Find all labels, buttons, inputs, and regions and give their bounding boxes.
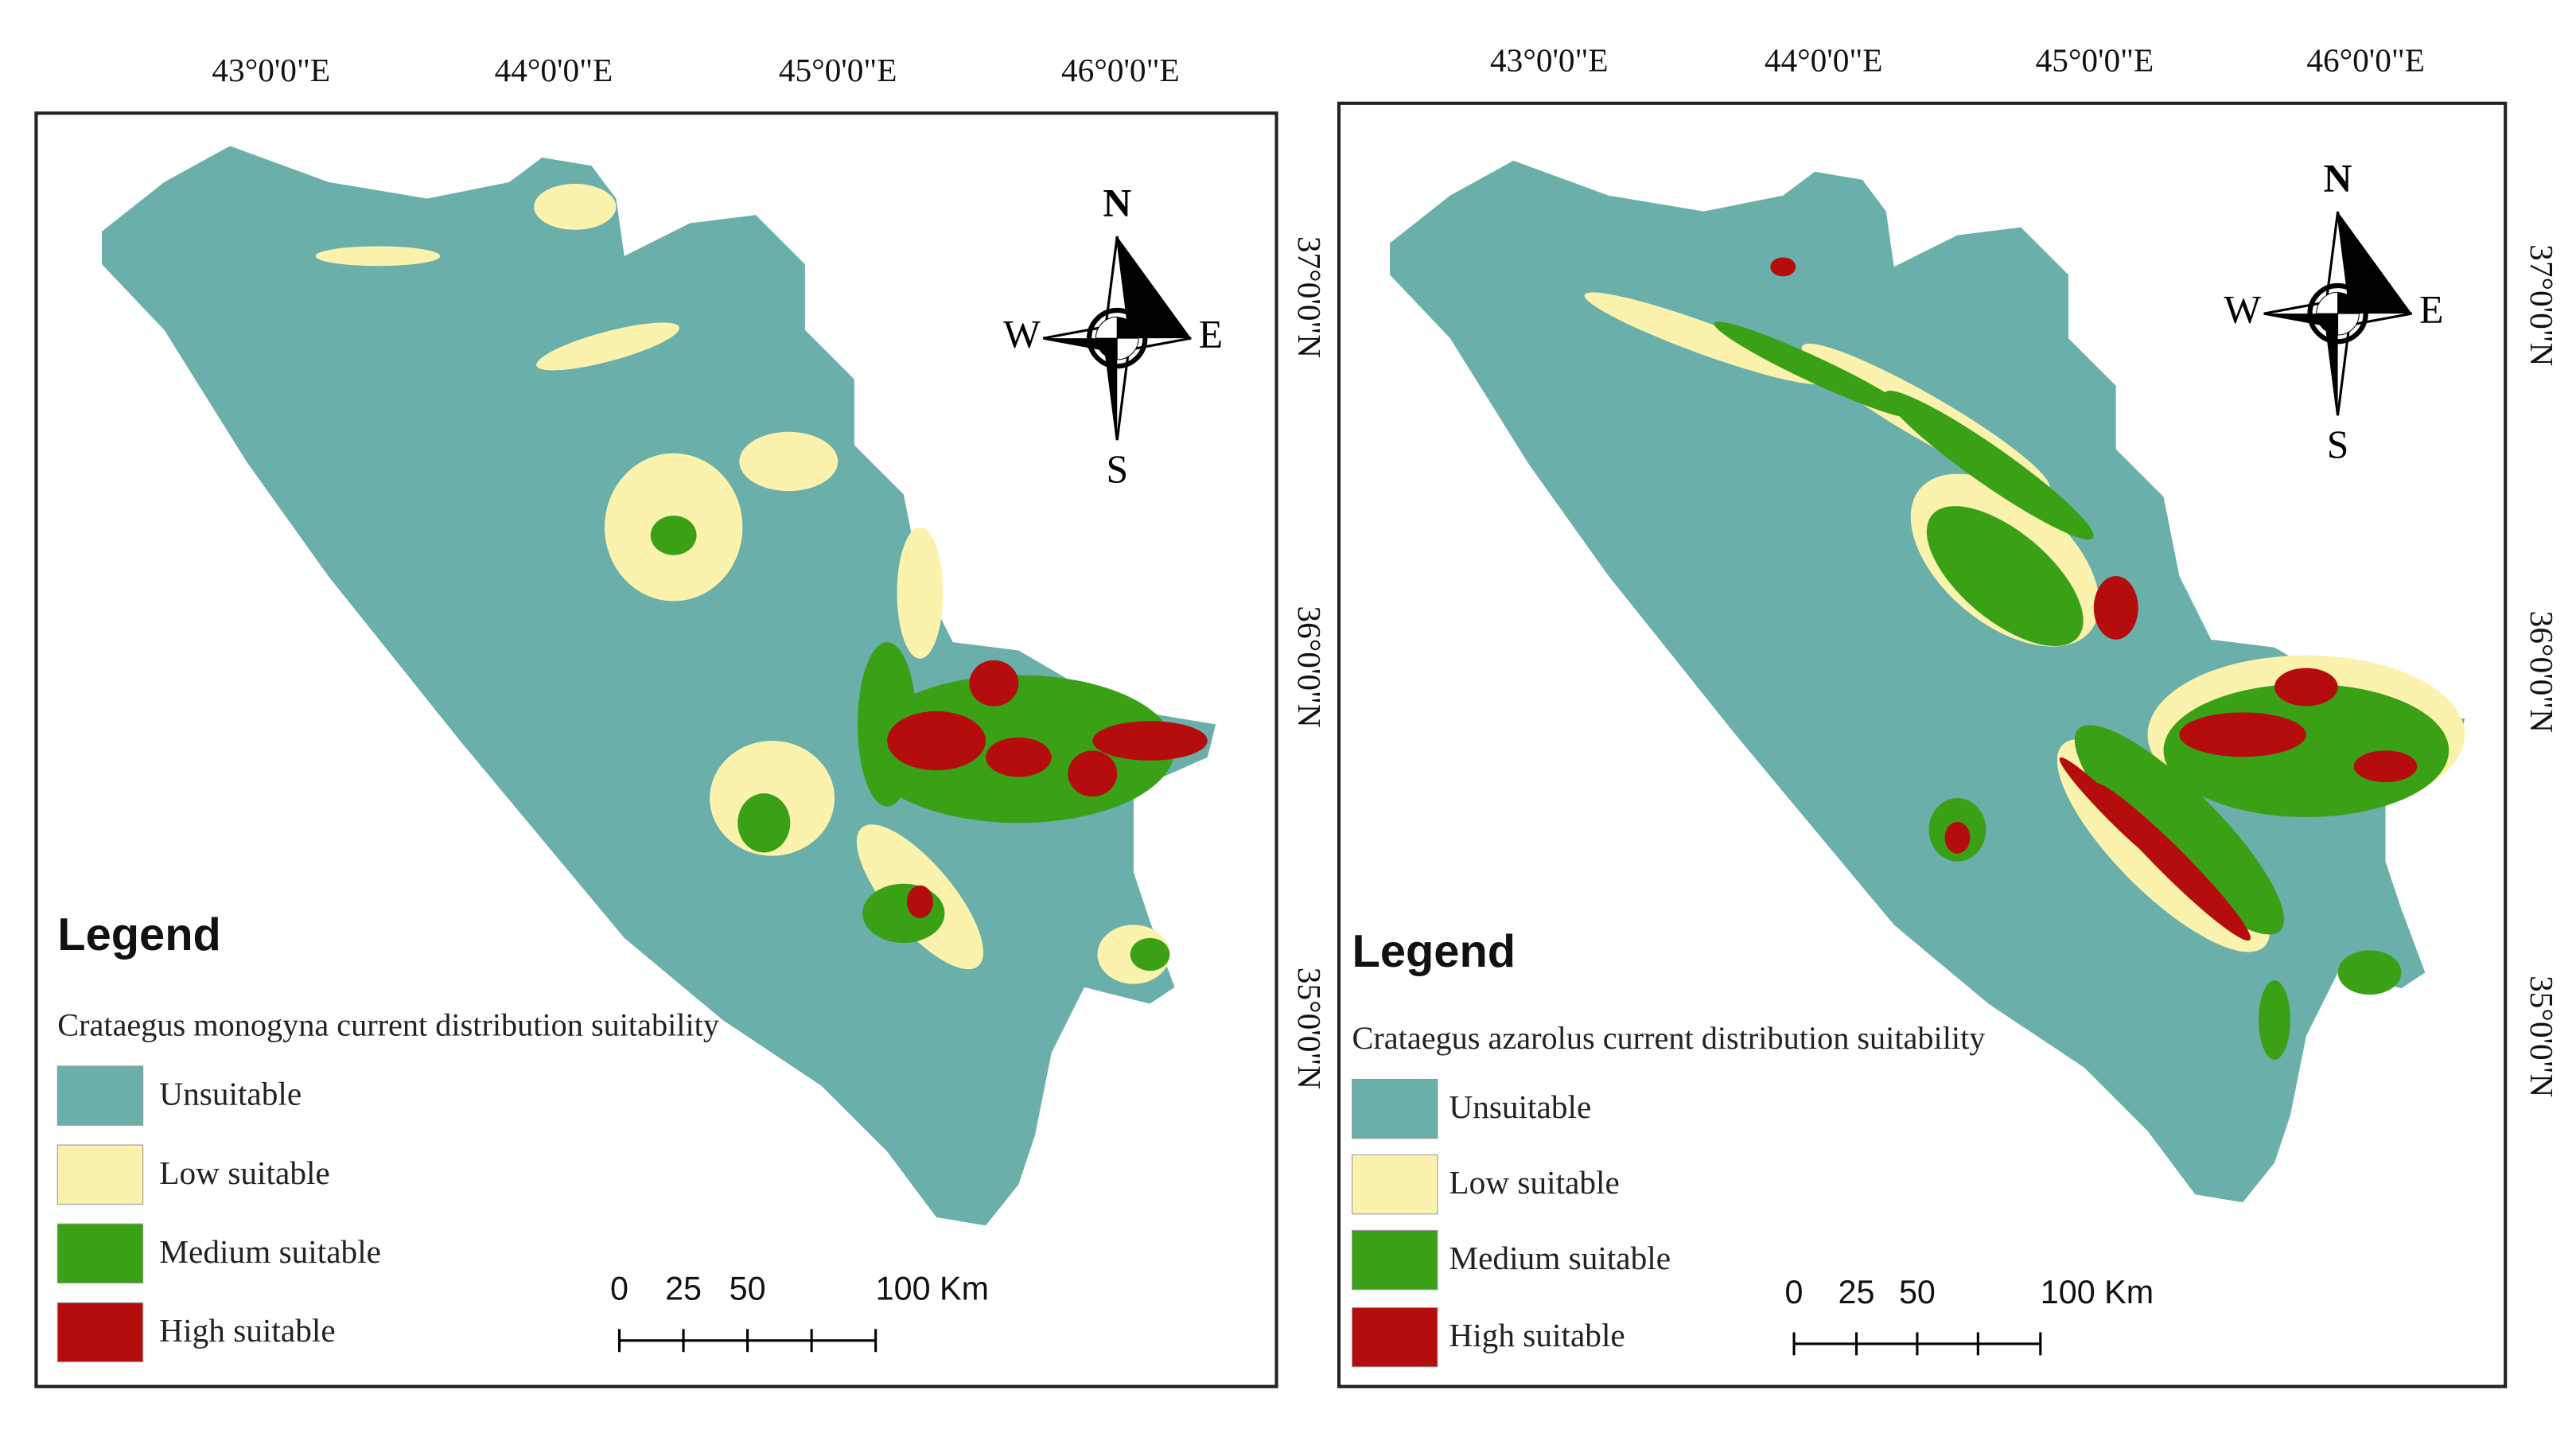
compass-letter: S [2327, 422, 2349, 466]
compass-ring [1087, 307, 1148, 369]
compass-letter: N [2324, 156, 2352, 200]
scale-label: 100 Km [876, 1271, 989, 1307]
scale-label: 50 [1899, 1274, 1936, 1310]
legend-title: Legend [57, 909, 221, 960]
compass-center-light [1095, 316, 1139, 360]
latitude-label: 36°0'0"N [1291, 605, 1328, 727]
longitude-label: 46°0'0"E [2306, 42, 2425, 79]
legend-label: Unsuitable [159, 1076, 302, 1112]
latitude-label: 37°0'0"N [2523, 244, 2560, 366]
compass-letter: W [2224, 288, 2261, 332]
compass-letter: S [1106, 447, 1128, 491]
legend-swatch [56, 1065, 144, 1126]
map-panel: 43°0'0"E 44°0'0"E 45°0'0"E 46°0'0"E 37°0'0"N… [56, 52, 1328, 1363]
legend-swatch [1352, 1306, 1438, 1368]
scale-label: 25 [665, 1271, 702, 1307]
legend-subtitle: Crataegus monogyna current distribution … [57, 1007, 719, 1043]
legend-swatch [1352, 1229, 1438, 1291]
region-map [1390, 160, 2465, 1203]
compass-ring [2307, 282, 2368, 345]
legend-swatch [1352, 1078, 1438, 1139]
legend-label: High suitable [159, 1312, 335, 1349]
legend-swatch [56, 1302, 144, 1363]
compass-letter: N [1103, 181, 1131, 224]
legend-label: Low suitable [1449, 1164, 1619, 1201]
scale-label: 25 [1839, 1274, 1875, 1310]
legend-title: Legend [1352, 926, 1516, 977]
compass-center-light [2316, 291, 2360, 336]
legend-label: Medium suitable [1449, 1240, 1671, 1276]
compass-letter: W [1003, 312, 1041, 356]
region-map [102, 146, 1216, 1226]
map-panel: 43°0'0"E 44°0'0"E 45°0'0"E 46°0'0"E 37°0'0"N… [1352, 42, 2560, 1368]
legend-swatch [56, 1223, 144, 1284]
legend-subtitle: Crataegus azarolus current distribution … [1352, 1020, 1986, 1056]
longitude-label: 45°0'0"E [2036, 42, 2154, 79]
latitude-label: 35°0'0"N [2523, 975, 2560, 1097]
scale-label: 0 [1785, 1274, 1804, 1310]
legend-label: High suitable [1449, 1317, 1625, 1353]
legend-label: Unsuitable [1449, 1088, 1591, 1125]
longitude-label: 43°0'0"E [212, 52, 330, 88]
longitude-label: 46°0'0"E [1061, 52, 1180, 88]
longitude-label: 43°0'0"E [1490, 42, 1609, 79]
latitude-label: 36°0'0"N [2523, 611, 2560, 733]
legend-swatch [56, 1144, 144, 1205]
latitude-label: 37°0'0"N [1291, 236, 1328, 358]
longitude-label: 44°0'0"E [1765, 42, 1883, 79]
scale-label: 100 Km [2041, 1274, 2154, 1310]
longitude-label: 45°0'0"E [779, 52, 897, 88]
legend-label: Low suitable [159, 1154, 329, 1191]
compass: N S E W [1003, 181, 1223, 491]
latitude-label: 35°0'0"N [1291, 968, 1328, 1089]
legend-label: Medium suitable [159, 1233, 381, 1270]
compass-letter: E [2419, 288, 2443, 332]
scale-label: 50 [730, 1271, 766, 1307]
legend-swatch [1352, 1154, 1438, 1215]
compass: N S E W [2224, 156, 2443, 466]
compass-letter: E [1199, 312, 1223, 356]
scale-label: 0 [610, 1271, 628, 1307]
longitude-label: 44°0'0"E [495, 52, 613, 88]
panels [34, 101, 2508, 1388]
